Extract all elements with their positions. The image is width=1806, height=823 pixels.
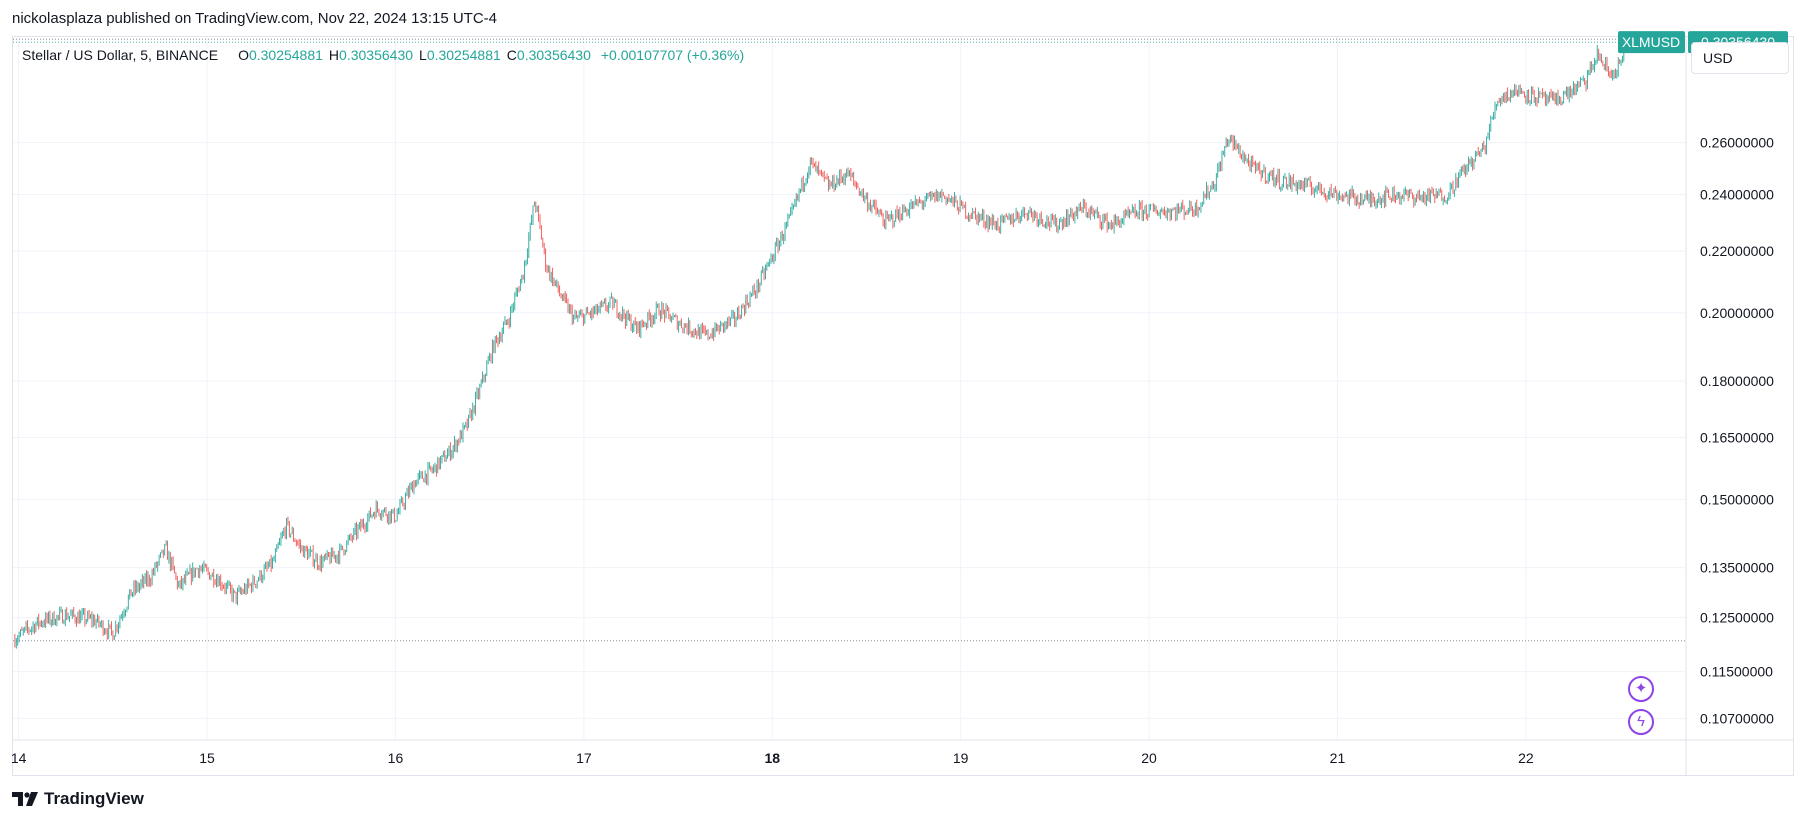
ohlc-legend: Stellar / US Dollar, 5, BINANCE O0.302548… — [22, 47, 744, 63]
open-value: 0.30254881 — [248, 47, 323, 63]
x-tick-label: 19 — [953, 750, 969, 766]
y-tick-label: 0.12500000 — [1700, 610, 1774, 626]
x-tick-label: 16 — [388, 750, 404, 766]
change-value: +0.00107707 (+0.36%) — [600, 47, 745, 63]
chart-frame[interactable] — [12, 36, 1794, 776]
y-tick-label: 0.11500000 — [1700, 664, 1773, 680]
x-tick-label: 22 — [1518, 750, 1534, 766]
close-label: C — [506, 47, 517, 63]
low-value: 0.30254881 — [426, 47, 501, 63]
low-label: L — [419, 47, 427, 63]
currency-button[interactable]: USD — [1691, 42, 1789, 74]
close-value: 0.30356430 — [516, 47, 591, 63]
x-tick-label: 14 — [11, 750, 27, 766]
x-tick-label: 15 — [199, 750, 215, 766]
ticker-badge — [1618, 31, 1685, 54]
y-tick-label: 0.13500000 — [1700, 560, 1774, 576]
y-tick-label: 0.20000000 — [1700, 305, 1774, 321]
x-tick-label: 21 — [1330, 750, 1346, 766]
symbol-description[interactable]: Stellar / US Dollar, 5, BINANCE — [22, 47, 219, 63]
lightning-icon[interactable]: ϟ — [1628, 709, 1654, 735]
footer-brand-text: TradingView — [44, 789, 144, 808]
high-label: H — [328, 47, 340, 63]
y-tick-label: 0.24000000 — [1700, 187, 1774, 203]
y-tick-label: 0.10700000 — [1700, 710, 1774, 726]
published-by-line: nickolasplaza published on TradingView.c… — [12, 10, 498, 27]
high-value: 0.30356430 — [339, 47, 414, 63]
x-tick-label: 17 — [576, 750, 592, 766]
ticker-label: XLMUSD — [1622, 34, 1680, 50]
y-tick-label: 0.15000000 — [1700, 491, 1774, 507]
y-tick-label: 0.26000000 — [1700, 135, 1774, 151]
y-tick-label: 0.22000000 — [1700, 243, 1774, 259]
tradingview-logo-icon — [12, 792, 38, 806]
y-tick-label: 0.16500000 — [1700, 430, 1774, 446]
open-label: O — [238, 47, 249, 63]
x-tick-label: 20 — [1141, 750, 1157, 766]
x-tick-label: 18 — [764, 750, 780, 766]
y-tick-label: 0.18000000 — [1700, 373, 1774, 389]
sparkle-icon[interactable]: ✦ — [1628, 676, 1654, 702]
tradingview-brand: TradingView — [12, 789, 144, 809]
